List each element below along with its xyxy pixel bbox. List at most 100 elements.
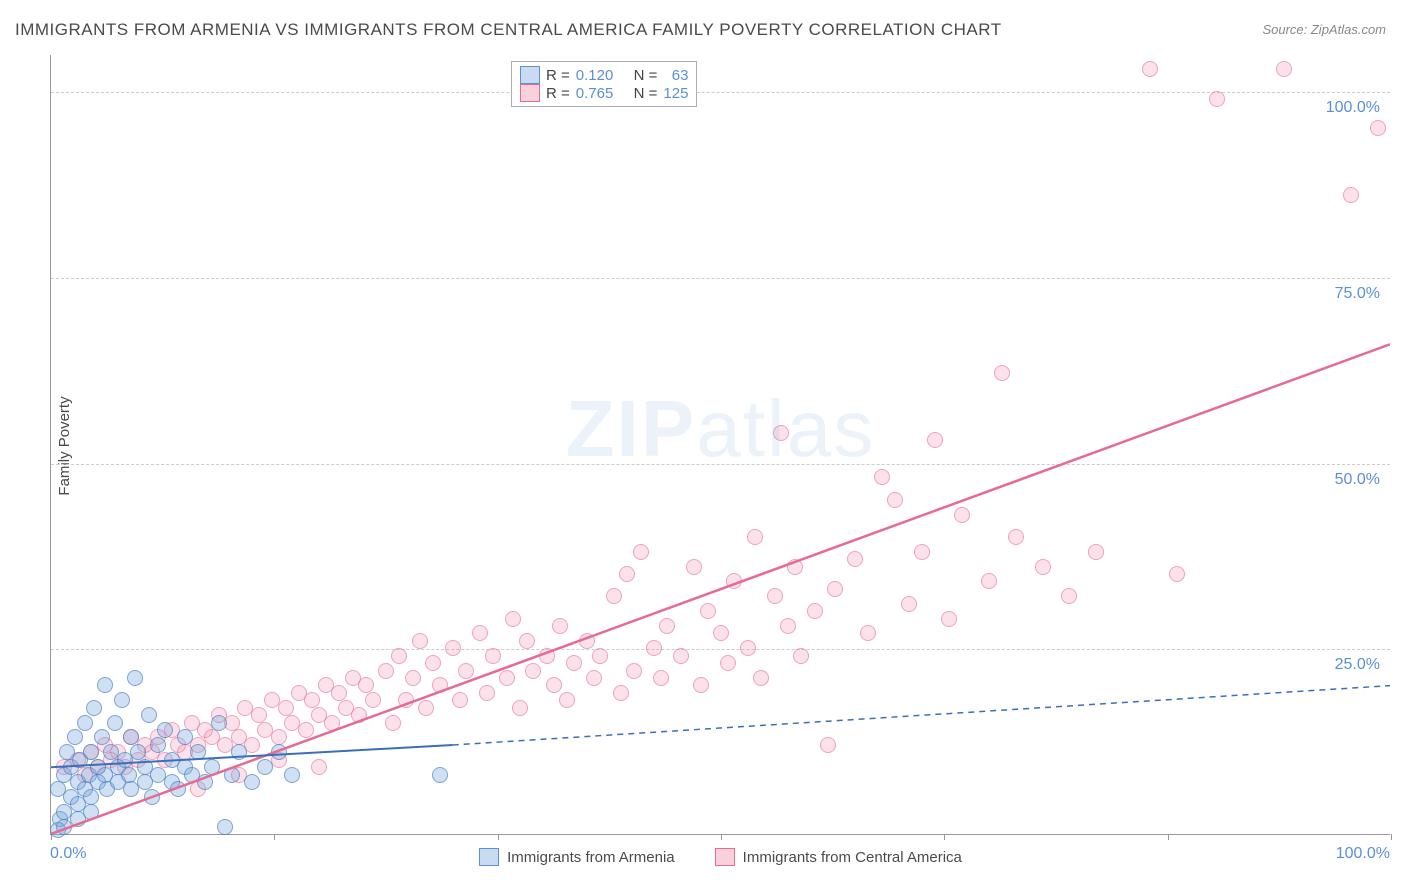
legend-correlation: R = 0.120 N = 63 R = 0.765 N = 125 [511, 61, 697, 107]
watermark-bold: ZIP [566, 384, 696, 473]
y-tick-label: 75.0% [1335, 285, 1380, 303]
scatter-point [197, 774, 213, 790]
n-label: N = [634, 85, 658, 102]
scatter-point [485, 648, 501, 664]
scatter-point [713, 625, 729, 641]
scatter-point [224, 767, 240, 783]
scatter-point [391, 648, 407, 664]
scatter-point [141, 707, 157, 723]
r-label: R = [546, 85, 570, 102]
scatter-point [398, 692, 414, 708]
scatter-point [586, 670, 602, 686]
scatter-point [177, 729, 193, 745]
scatter-point [211, 715, 227, 731]
scatter-point [358, 677, 374, 693]
scatter-point [1142, 61, 1158, 77]
scatter-point [780, 618, 796, 634]
source-label: Source: ZipAtlas.com [1262, 22, 1386, 37]
scatter-point [512, 700, 528, 716]
scatter-point [726, 573, 742, 589]
scatter-point [619, 566, 635, 582]
legend-label-central: Immigrants from Central America [743, 849, 962, 866]
scatter-point [700, 603, 716, 619]
scatter-point [190, 744, 206, 760]
scatter-point [994, 365, 1010, 381]
scatter-point [472, 625, 488, 641]
scatter-point [505, 611, 521, 627]
scatter-point [827, 581, 843, 597]
scatter-point [559, 692, 575, 708]
legend-swatch-pink [715, 848, 735, 866]
scatter-point [304, 692, 320, 708]
watermark: ZIPatlas [566, 383, 875, 475]
trend-line-central-america [51, 344, 1390, 834]
armenia-n-value: 63 [663, 67, 688, 84]
scatter-point [901, 596, 917, 612]
scatter-point [405, 670, 421, 686]
scatter-point [740, 640, 756, 656]
scatter-point [83, 804, 99, 820]
scatter-point [331, 685, 347, 701]
scatter-point [606, 588, 622, 604]
scatter-point [793, 648, 809, 664]
scatter-point [820, 737, 836, 753]
scatter-point [231, 744, 247, 760]
scatter-point [941, 611, 957, 627]
scatter-point [552, 618, 568, 634]
scatter-point [284, 767, 300, 783]
legend-row-armenia: R = 0.120 N = 63 [520, 66, 688, 84]
scatter-point [257, 759, 273, 775]
scatter-point [807, 603, 823, 619]
plot-area: ZIPatlas R = 0.120 N = 63 R = 0.765 N = … [50, 55, 1390, 835]
scatter-point [107, 715, 123, 731]
central-r-value: 0.765 [576, 85, 614, 102]
scatter-point [144, 789, 160, 805]
scatter-point [157, 722, 173, 738]
scatter-point [1008, 529, 1024, 545]
scatter-point [546, 677, 562, 693]
armenia-r-value: 0.120 [576, 67, 614, 84]
chart-title: IMMIGRANTS FROM ARMENIA VS IMMIGRANTS FR… [15, 20, 1002, 40]
legend-item-central-america: Immigrants from Central America [715, 848, 962, 866]
r-label: R = [546, 67, 570, 84]
legend-series: Immigrants from Armenia Immigrants from … [51, 848, 1390, 866]
x-tick-label-max: 100.0% [1336, 845, 1390, 863]
scatter-point [365, 692, 381, 708]
scatter-point [539, 648, 555, 664]
scatter-point [123, 729, 139, 745]
scatter-point [579, 633, 595, 649]
scatter-point [458, 663, 474, 679]
scatter-point [613, 685, 629, 701]
scatter-point [673, 648, 689, 664]
scatter-point [77, 715, 93, 731]
scatter-point [311, 759, 327, 775]
legend-swatch-blue [520, 66, 540, 84]
scatter-point [127, 670, 143, 686]
y-tick-label: 50.0% [1335, 471, 1380, 489]
scatter-point [747, 529, 763, 545]
scatter-point [753, 670, 769, 686]
scatter-point [1061, 588, 1077, 604]
x-tick-label-min: 0.0% [50, 845, 86, 863]
scatter-point [278, 700, 294, 716]
scatter-point [94, 729, 110, 745]
scatter-point [954, 507, 970, 523]
scatter-point [1343, 187, 1359, 203]
legend-swatch-blue [479, 848, 499, 866]
scatter-point [773, 425, 789, 441]
scatter-point [150, 737, 166, 753]
scatter-point [271, 729, 287, 745]
scatter-point [445, 640, 461, 656]
scatter-point [170, 781, 186, 797]
scatter-point [847, 551, 863, 567]
scatter-point [324, 715, 340, 731]
scatter-point [914, 544, 930, 560]
scatter-point [887, 492, 903, 508]
scatter-point [653, 670, 669, 686]
scatter-point [626, 663, 642, 679]
scatter-point [130, 744, 146, 760]
scatter-point [452, 692, 468, 708]
scatter-point [592, 648, 608, 664]
scatter-point [425, 655, 441, 671]
scatter-point [271, 744, 287, 760]
